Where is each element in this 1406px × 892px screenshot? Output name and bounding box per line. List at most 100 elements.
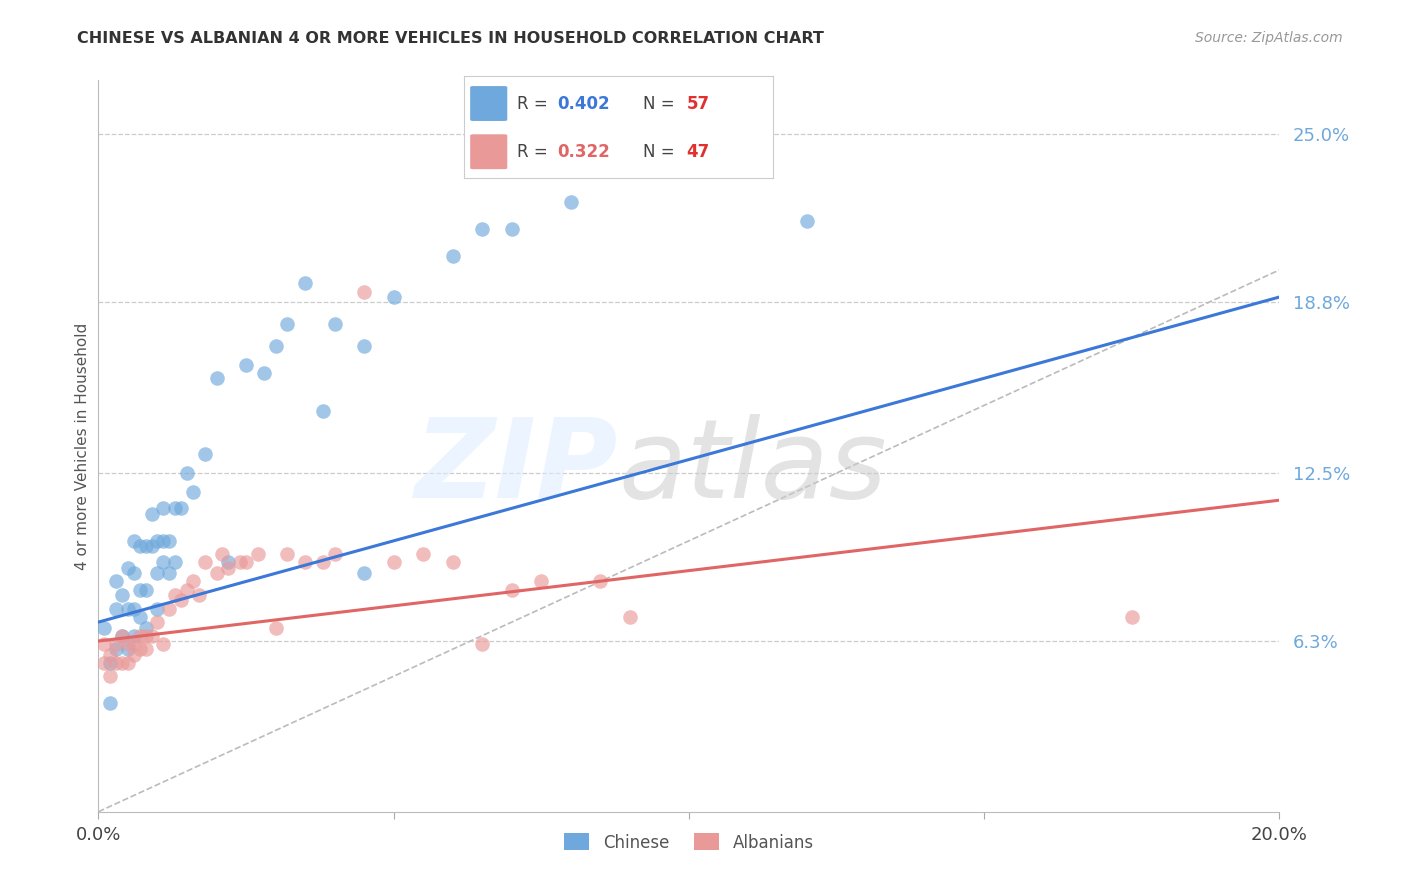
Point bbox=[146, 566, 169, 581]
Point bbox=[246, 547, 269, 561]
Text: 47: 47 bbox=[686, 143, 710, 161]
FancyBboxPatch shape bbox=[470, 135, 508, 169]
Point bbox=[796, 214, 818, 228]
Point bbox=[165, 588, 187, 602]
FancyBboxPatch shape bbox=[470, 87, 508, 121]
Point bbox=[98, 656, 121, 670]
Point bbox=[619, 609, 641, 624]
Point bbox=[128, 629, 150, 643]
Point bbox=[128, 582, 150, 597]
Point bbox=[152, 533, 174, 548]
Point bbox=[382, 556, 405, 570]
Point bbox=[141, 629, 163, 643]
Point bbox=[146, 615, 169, 629]
Point bbox=[194, 556, 217, 570]
Text: 0.402: 0.402 bbox=[557, 95, 609, 112]
Point bbox=[253, 366, 276, 380]
Point bbox=[471, 222, 494, 236]
Point bbox=[176, 582, 198, 597]
Point bbox=[98, 669, 121, 683]
Y-axis label: 4 or more Vehicles in Household: 4 or more Vehicles in Household bbox=[75, 322, 90, 570]
Point bbox=[157, 601, 180, 615]
Point bbox=[98, 648, 121, 662]
Point bbox=[122, 601, 145, 615]
Point bbox=[105, 642, 128, 657]
Point bbox=[264, 339, 287, 353]
Point bbox=[176, 466, 198, 480]
Legend: Chinese, Albanians: Chinese, Albanians bbox=[558, 827, 820, 858]
Point bbox=[135, 642, 157, 657]
Point bbox=[152, 556, 174, 570]
Point bbox=[122, 533, 145, 548]
Point bbox=[93, 637, 115, 651]
Point bbox=[122, 637, 145, 651]
Point bbox=[117, 656, 139, 670]
Point bbox=[111, 629, 134, 643]
Point bbox=[187, 588, 209, 602]
Point bbox=[105, 637, 128, 651]
Point bbox=[294, 277, 316, 291]
Point bbox=[128, 539, 150, 553]
Point bbox=[312, 556, 335, 570]
Point bbox=[111, 588, 134, 602]
Point bbox=[157, 533, 180, 548]
Text: R =: R = bbox=[516, 95, 553, 112]
Point bbox=[141, 539, 163, 553]
Point bbox=[353, 285, 375, 299]
Point bbox=[128, 609, 150, 624]
Point bbox=[135, 620, 157, 634]
Point bbox=[122, 648, 145, 662]
Point bbox=[530, 574, 553, 589]
Point bbox=[105, 656, 128, 670]
Point bbox=[211, 547, 233, 561]
Point bbox=[117, 601, 139, 615]
Point bbox=[135, 582, 157, 597]
Point bbox=[589, 574, 612, 589]
Point bbox=[560, 195, 582, 210]
Text: N =: N = bbox=[644, 143, 681, 161]
Point bbox=[323, 547, 346, 561]
Point bbox=[135, 539, 157, 553]
Point bbox=[170, 501, 193, 516]
Point bbox=[501, 222, 523, 236]
Point bbox=[1121, 609, 1143, 624]
Point bbox=[98, 697, 121, 711]
Text: 0.322: 0.322 bbox=[557, 143, 610, 161]
Point bbox=[122, 629, 145, 643]
Point bbox=[412, 547, 434, 561]
Point bbox=[501, 582, 523, 597]
Point bbox=[353, 339, 375, 353]
Point bbox=[170, 593, 193, 607]
Point bbox=[205, 371, 228, 385]
Text: ZIP: ZIP bbox=[415, 415, 619, 522]
Point bbox=[117, 642, 139, 657]
Point bbox=[276, 317, 298, 331]
Point bbox=[111, 629, 134, 643]
Point bbox=[312, 404, 335, 418]
Point bbox=[181, 574, 204, 589]
Point bbox=[117, 637, 139, 651]
Point bbox=[235, 556, 257, 570]
Text: N =: N = bbox=[644, 95, 681, 112]
Point bbox=[141, 507, 163, 521]
Point bbox=[471, 637, 494, 651]
Point bbox=[737, 154, 759, 169]
Point bbox=[205, 566, 228, 581]
Point bbox=[128, 642, 150, 657]
Point bbox=[146, 533, 169, 548]
Point bbox=[135, 629, 157, 643]
Point bbox=[165, 556, 187, 570]
Point bbox=[194, 447, 217, 461]
Point bbox=[229, 556, 252, 570]
Point bbox=[323, 317, 346, 331]
Point bbox=[382, 290, 405, 304]
Point bbox=[122, 566, 145, 581]
Point bbox=[157, 566, 180, 581]
Point bbox=[181, 485, 204, 500]
Point bbox=[165, 501, 187, 516]
Point bbox=[276, 547, 298, 561]
Point bbox=[678, 160, 700, 174]
Point bbox=[111, 656, 134, 670]
Point bbox=[217, 561, 239, 575]
Point bbox=[146, 601, 169, 615]
